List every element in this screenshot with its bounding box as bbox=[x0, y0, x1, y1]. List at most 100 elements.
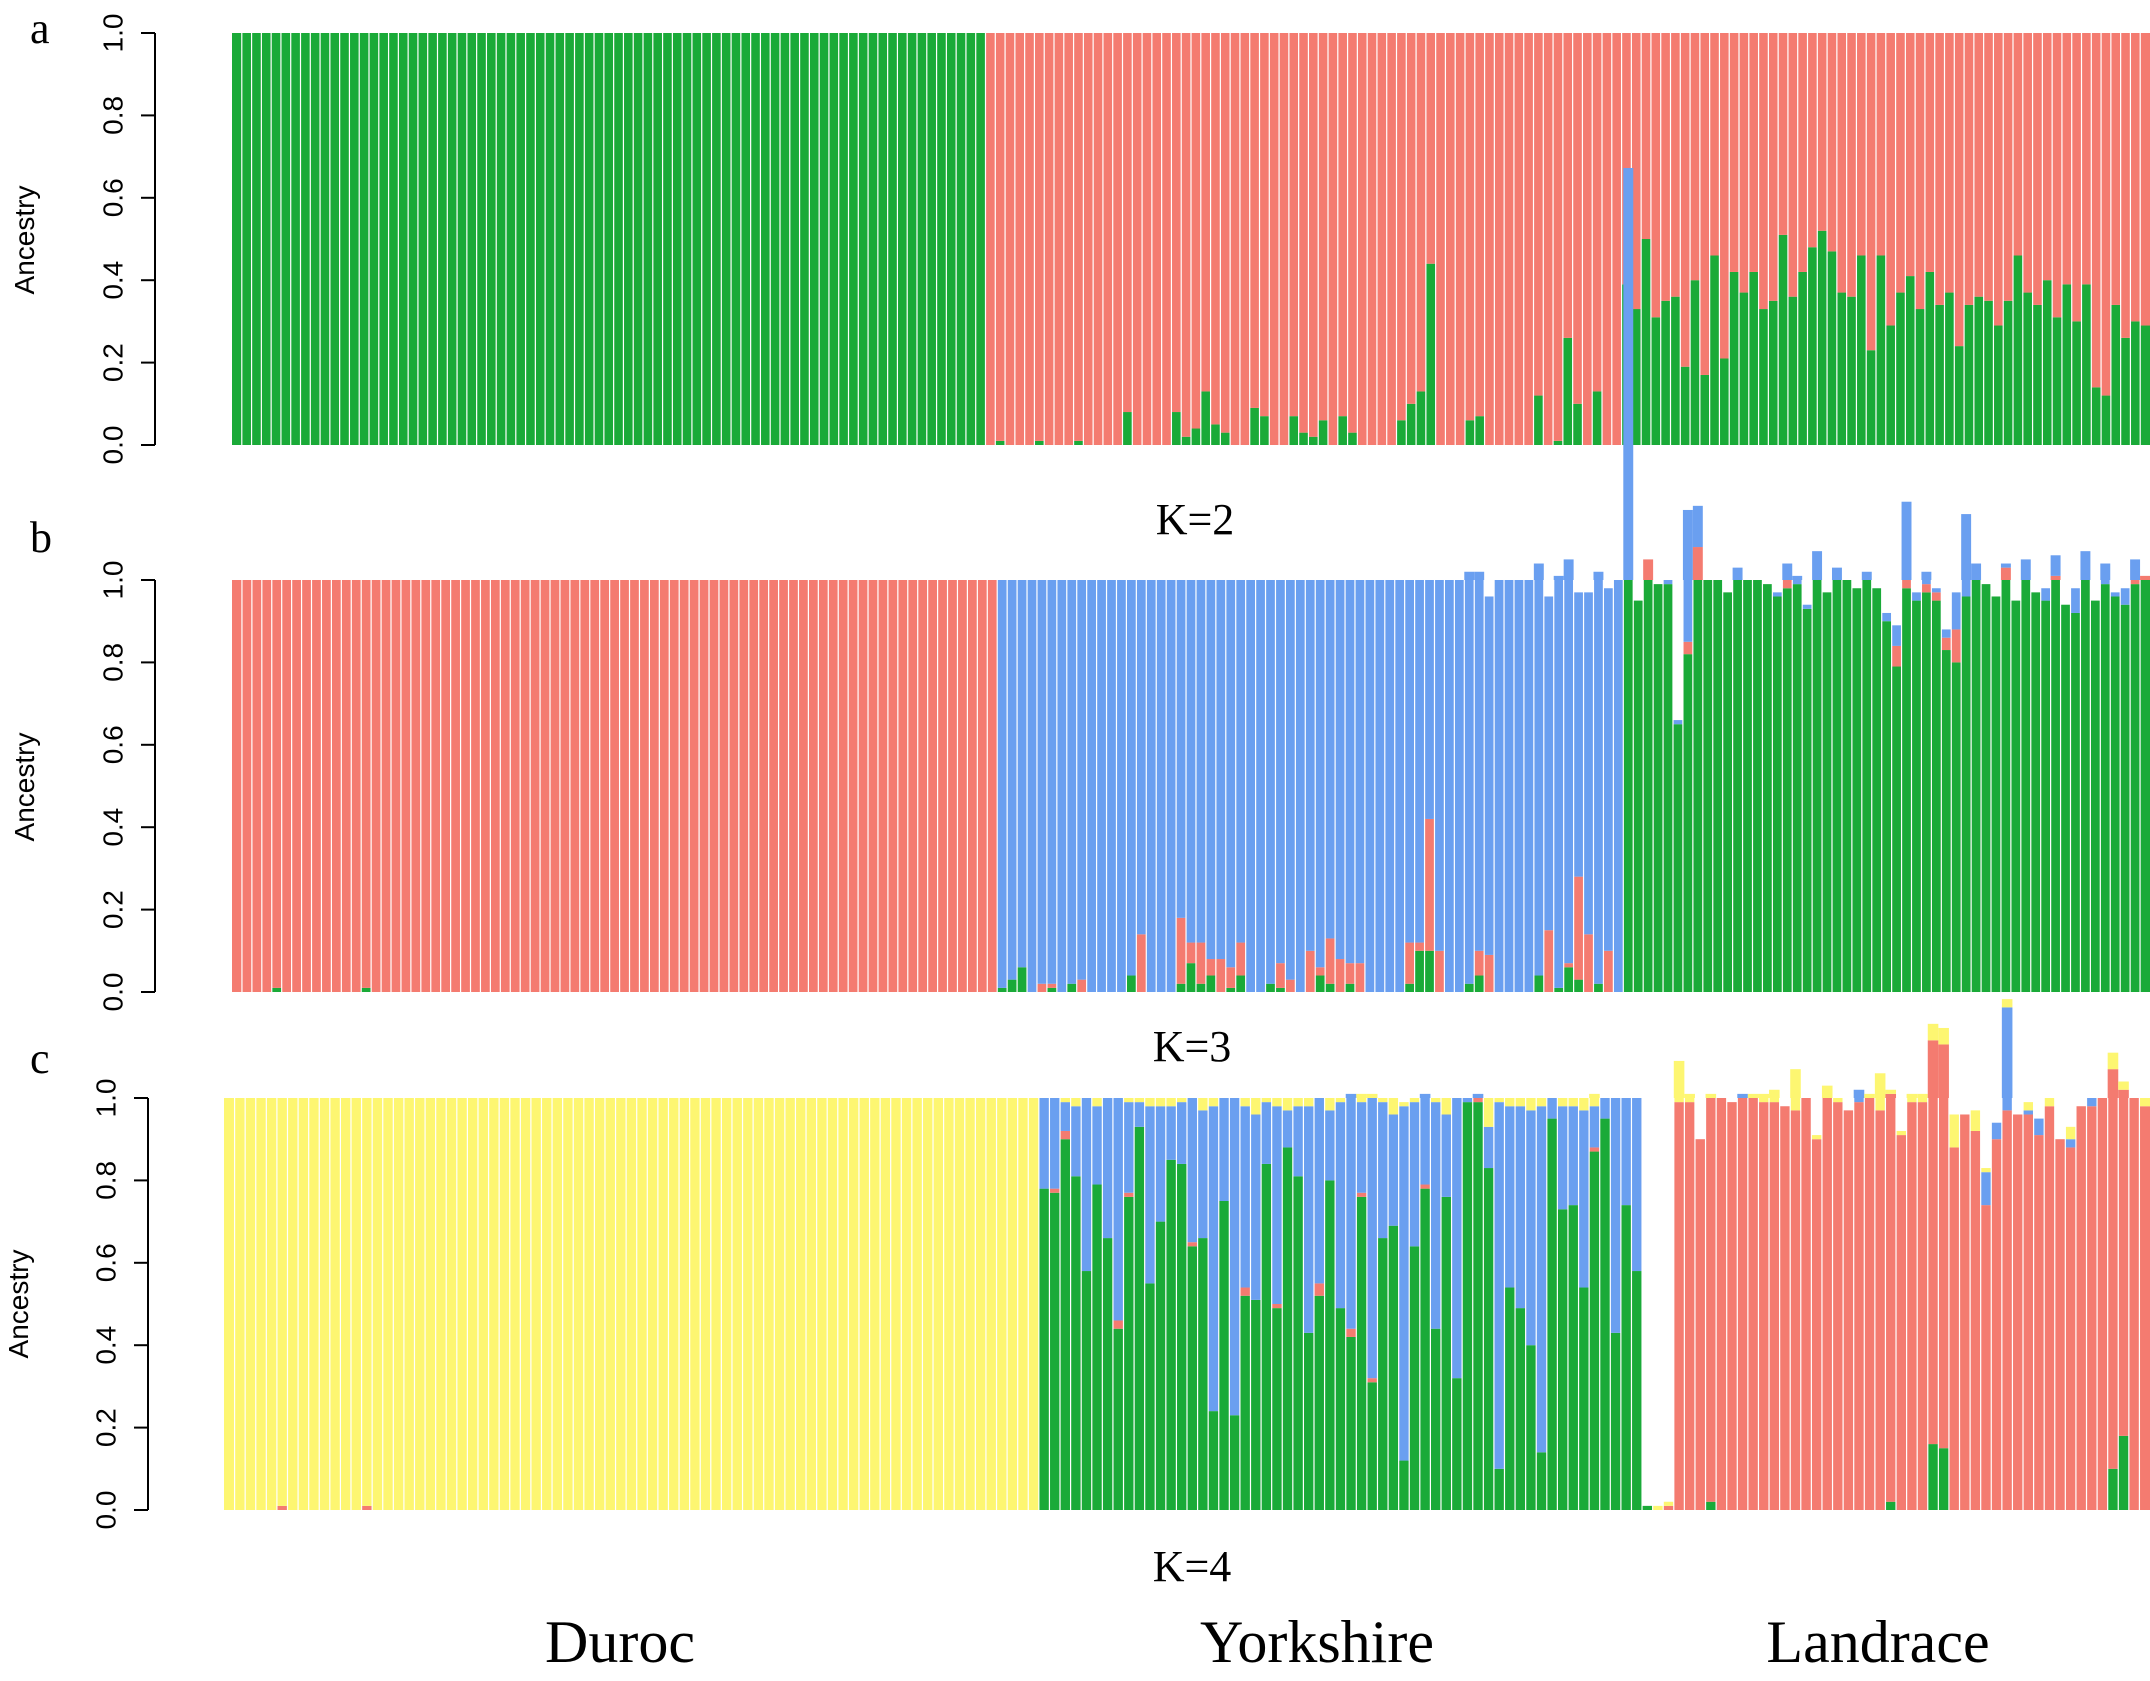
bar-segment-green bbox=[2020, 580, 2031, 992]
bar-segment-green bbox=[1472, 1102, 1484, 1510]
bar-segment-green bbox=[760, 33, 771, 445]
bar-segment-green bbox=[1235, 975, 1246, 992]
bar-segment-green bbox=[2090, 600, 2101, 992]
bar-segment-green bbox=[1620, 1205, 1632, 1510]
bar-segment-blue bbox=[1239, 1106, 1251, 1288]
bar-segment-green bbox=[936, 33, 947, 445]
bar-segment-green bbox=[1643, 580, 1654, 992]
bar-segment-salmon bbox=[1543, 930, 1554, 992]
bar-segment-blue bbox=[1961, 514, 1972, 597]
bar-segment-salmon bbox=[1523, 33, 1534, 445]
bar-segment-yellow bbox=[668, 1098, 680, 1510]
bar-segment-green bbox=[1653, 584, 1664, 992]
bar-segment-green bbox=[2003, 300, 2013, 445]
bar-segment-green bbox=[1546, 1118, 1558, 1510]
bar-segment-blue bbox=[1483, 1126, 1494, 1169]
bar-segment-green bbox=[1817, 230, 1828, 445]
bar-segment-green bbox=[1396, 420, 1407, 445]
bar-segment-salmon bbox=[718, 580, 729, 992]
bar-segment-blue bbox=[2033, 1118, 2045, 1136]
bar-segment-salmon bbox=[1083, 33, 1094, 445]
bar-segment-salmon bbox=[1729, 33, 1739, 272]
bar-segment-blue bbox=[1513, 580, 1524, 992]
bar-segment-yellow bbox=[1790, 1069, 1801, 1111]
bar-segment-blue bbox=[1464, 571, 1475, 984]
bar-segment-yellow bbox=[1335, 1098, 1346, 1103]
bar-segment-salmon bbox=[1076, 979, 1087, 992]
bar-segment-green bbox=[868, 33, 878, 445]
bar-segment-green bbox=[1195, 983, 1206, 992]
bar-segment-salmon bbox=[1931, 592, 1942, 601]
bar-segment-green bbox=[1186, 963, 1196, 992]
bar-segment-yellow bbox=[1938, 1027, 1949, 1045]
bar-segment-salmon bbox=[1005, 33, 1015, 445]
bar-segment-green bbox=[1414, 950, 1425, 992]
bar-segment-salmon bbox=[1915, 33, 1925, 310]
bar-segment-salmon bbox=[1419, 1184, 1431, 1189]
bar-segment-salmon bbox=[2091, 33, 2102, 388]
bar-segment-green bbox=[1046, 987, 1057, 992]
bar-segment-green bbox=[1493, 1468, 1505, 1510]
bar-segment-blue bbox=[1377, 1102, 1389, 1239]
bar-segment-salmon bbox=[2130, 580, 2141, 585]
bar-segment-green bbox=[1126, 975, 1137, 992]
bar-segment-blue bbox=[1682, 509, 1693, 642]
bar-segment-blue bbox=[1315, 580, 1326, 968]
bar-segment-blue bbox=[1046, 580, 1057, 984]
bar-segment-blue bbox=[1991, 1122, 2002, 1140]
bar-segment-green bbox=[1778, 234, 1788, 445]
bar-segment-salmon bbox=[1484, 33, 1495, 445]
bar-segment-green bbox=[1388, 1225, 1399, 1510]
bar-segment-salmon bbox=[1866, 33, 1876, 351]
bar-segment-green bbox=[1250, 1299, 1262, 1510]
bar-segment-yellow bbox=[2139, 1098, 2150, 1107]
bar-segment-yellow bbox=[1176, 1098, 1187, 1103]
bar-segment-salmon bbox=[639, 580, 650, 992]
bar-segment-salmon bbox=[2065, 1147, 2076, 1510]
bar-segment-yellow bbox=[477, 1098, 489, 1510]
bar-segment-blue bbox=[1504, 580, 1514, 992]
bar-segment-yellow bbox=[541, 1098, 553, 1510]
bar-segment-salmon bbox=[1494, 33, 1505, 445]
bar-segment-salmon bbox=[1200, 33, 1211, 392]
bar-segment-salmon bbox=[381, 580, 392, 992]
bar-segment-yellow bbox=[488, 1098, 500, 1510]
bar-segment-salmon bbox=[1034, 33, 1045, 441]
bar-segment-salmon bbox=[1938, 1044, 1949, 1449]
y-tick-label: 0.4 bbox=[98, 808, 129, 847]
bar-segment-green bbox=[1572, 403, 1583, 445]
bar-segment-green bbox=[1871, 588, 1882, 992]
bar-segment-salmon bbox=[1269, 33, 1280, 445]
bar-segment-salmon bbox=[848, 580, 859, 992]
bar-segment-salmon bbox=[361, 580, 372, 988]
bar-segment-green bbox=[2071, 321, 2082, 445]
bar-segment-salmon bbox=[371, 580, 382, 992]
bar-segment-yellow bbox=[1874, 1073, 1886, 1111]
bar-segment-green bbox=[1176, 1163, 1187, 1510]
bar-segment-green bbox=[1712, 580, 1723, 992]
bar-segment-blue bbox=[1831, 567, 1842, 580]
bar-segment-yellow bbox=[922, 1098, 934, 1510]
bar-segment-yellow bbox=[1398, 1102, 1410, 1107]
bar-segment-blue bbox=[2020, 559, 2031, 580]
bar-segment-yellow bbox=[721, 1098, 732, 1510]
bar-segment-salmon bbox=[2071, 33, 2082, 322]
bar-segment-salmon bbox=[957, 580, 968, 992]
bar-segment-green bbox=[1787, 296, 1798, 445]
bar-segment-blue bbox=[1578, 1110, 1590, 1288]
bar-segment-blue bbox=[1430, 1102, 1441, 1329]
bar-segment-green bbox=[1895, 292, 1906, 445]
bar-segment-blue bbox=[1070, 1106, 1082, 1177]
bar-segment-blue bbox=[1166, 580, 1177, 992]
bar-segment-salmon bbox=[2110, 33, 2121, 305]
bar-segment-salmon bbox=[1308, 33, 1319, 437]
bar-segment-green bbox=[1729, 271, 1739, 445]
bar-segment-green bbox=[280, 33, 291, 445]
bar-segment-green bbox=[2000, 580, 2011, 992]
y-tick-label: 0.6 bbox=[98, 725, 129, 764]
bar-segment-yellow bbox=[276, 1098, 288, 1506]
bar-segment-salmon bbox=[1941, 637, 1952, 651]
bar-segment-blue bbox=[1474, 571, 1485, 951]
bar-segment-green bbox=[1366, 1382, 1378, 1510]
bar-segment-green bbox=[1208, 1411, 1219, 1510]
